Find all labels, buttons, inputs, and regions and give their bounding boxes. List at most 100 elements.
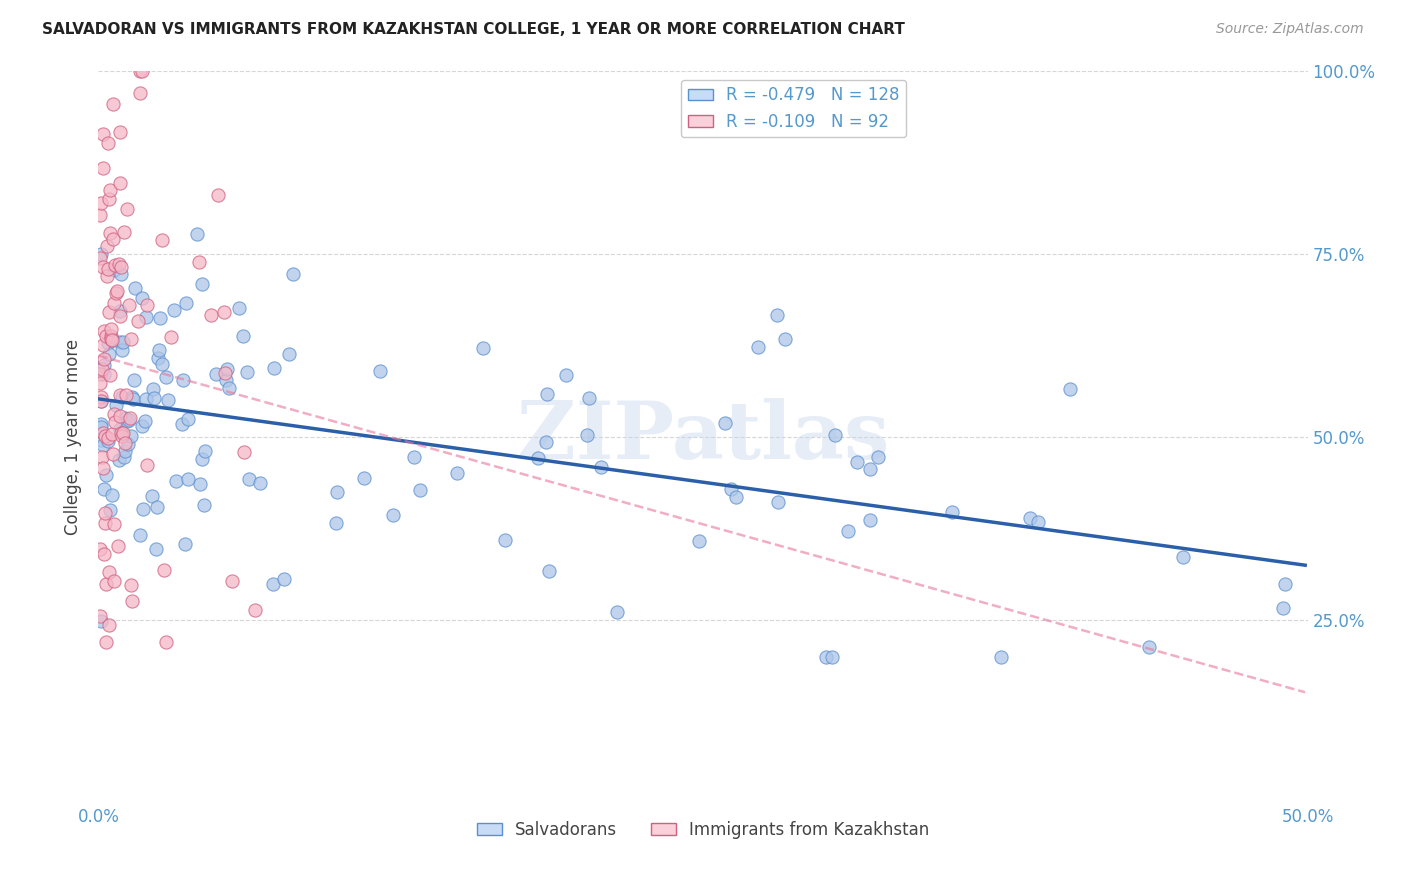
Point [145,541,167,556]
Point [110,426,132,441]
Point [325,516,347,530]
Point [89,542,111,557]
Point [714,416,737,430]
Point [89,608,111,623]
Point [101,97,124,112]
Point [236,365,259,379]
Point [100,332,122,346]
Point [110,335,132,350]
Point [98,347,121,361]
Point [990,649,1012,664]
Point [146,351,169,366]
Point [111,390,134,404]
Point [90,615,112,629]
Point [97,136,120,150]
Point [273,572,295,586]
Point [821,649,844,664]
Legend: Salvadorans, Immigrants from Kazakhstan: Salvadorans, Immigrants from Kazakhstan [470,814,936,846]
Point [131,418,153,433]
Point [96,329,118,343]
Point [215,361,238,376]
Point [326,484,349,499]
Point [100,333,122,347]
Point [155,635,177,649]
Point [214,367,236,381]
Point [103,407,125,421]
Point [145,500,167,514]
Point [278,347,301,361]
Point [101,426,124,441]
Point [121,390,143,404]
Point [232,329,254,343]
Point [111,429,134,443]
Point [107,540,129,554]
Point [111,343,134,358]
Point [135,458,157,472]
Point [100,488,122,502]
Point [108,388,131,402]
Point [97,192,120,206]
Point [131,291,153,305]
Point [118,298,141,312]
Point [157,392,180,407]
Point [127,314,149,328]
Point [110,125,132,139]
Point [538,564,561,578]
Point [121,392,143,407]
Point [408,483,430,498]
Point [110,309,132,323]
Point [100,322,122,336]
Point [103,263,125,277]
Point [90,247,112,261]
Point [93,359,115,373]
Point [103,296,125,310]
Point [720,482,742,496]
Point [112,450,135,464]
Point [128,64,150,78]
Point [112,225,135,239]
Point [846,455,869,469]
Point [221,574,243,588]
Point [606,605,628,619]
Point [90,196,112,211]
Point [188,476,211,491]
Point [90,434,112,448]
Point [93,324,115,338]
Point [1026,515,1049,529]
Point [263,360,285,375]
Point [93,367,115,381]
Point [98,503,121,517]
Point [91,426,114,441]
Point [93,438,115,452]
Point [91,127,114,141]
Point [101,333,124,347]
Point [97,336,120,351]
Point [191,451,214,466]
Point [115,202,138,216]
Point [150,357,173,371]
Point [93,516,115,530]
Point [143,391,166,405]
Point [536,386,558,401]
Point [163,302,186,317]
Point [89,208,111,222]
Point [90,393,112,408]
Point [766,308,789,322]
Point [94,635,117,649]
Point [747,340,769,354]
Point [90,394,112,409]
Point [96,239,118,253]
Point [402,450,425,464]
Point [149,310,172,325]
Point [1173,549,1195,564]
Point [142,383,165,397]
Point [89,367,111,381]
Point [135,392,157,406]
Point [104,398,127,412]
Point [111,426,134,441]
Point [108,452,131,467]
Point [218,381,240,395]
Point [132,502,155,516]
Point [114,436,136,450]
Point [688,534,710,549]
